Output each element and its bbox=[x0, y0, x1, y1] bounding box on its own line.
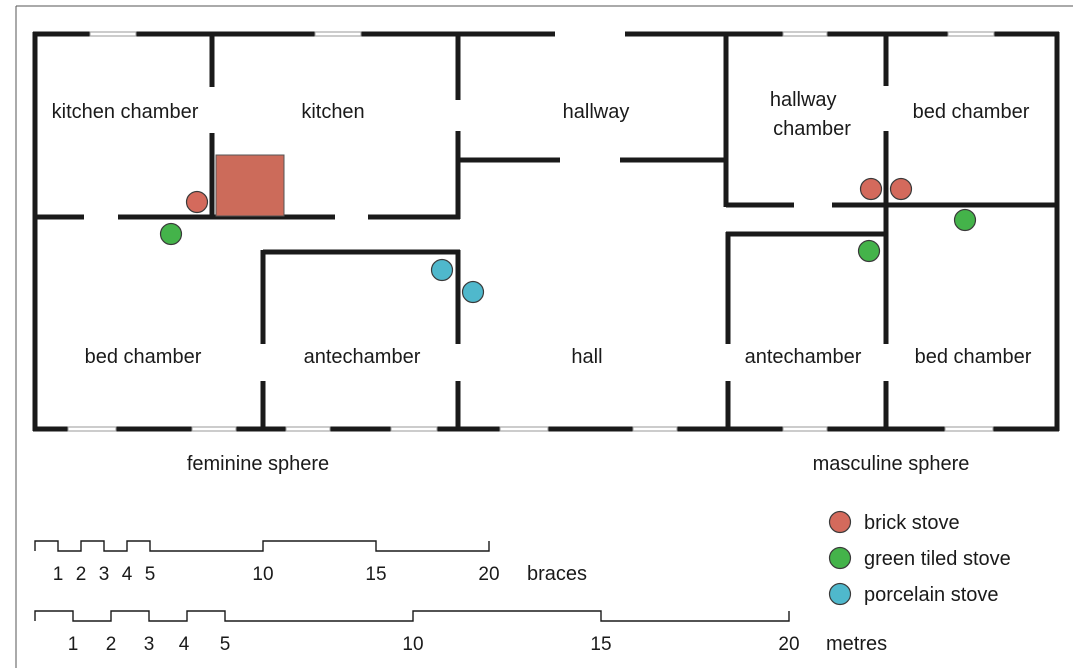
metres-tick-15: 15 bbox=[590, 634, 611, 655]
metres-tick-10: 10 bbox=[402, 634, 423, 655]
braces-tick-5: 5 bbox=[145, 564, 156, 585]
brick-stove-bed-chamber bbox=[889, 177, 913, 201]
legend-porcelain-stove-swatch bbox=[828, 582, 852, 606]
stoves bbox=[159, 177, 977, 304]
braces-tick-1: 1 bbox=[53, 564, 64, 585]
braces-tick-10: 10 bbox=[252, 564, 273, 585]
room-bed-chamber-sw: bed chamber bbox=[85, 346, 202, 368]
kitchen-hearth bbox=[215, 154, 285, 217]
braces-tick-4: 4 bbox=[122, 564, 133, 585]
room-hallway-chamber: hallway chamber bbox=[770, 89, 851, 140]
green-stove-bed-chamber-sw bbox=[159, 222, 183, 246]
metres-unit-label: metres bbox=[826, 633, 887, 655]
room-hallway-chamber-line-2: chamber bbox=[773, 118, 851, 140]
brick-stove-hallway-chamber bbox=[859, 177, 883, 201]
room-hallway: hallway bbox=[563, 101, 630, 123]
legend-green-tiled-stove-swatch bbox=[828, 546, 852, 570]
room-bed-chamber-se: bed chamber bbox=[915, 346, 1032, 368]
masculine-sphere-label: masculine sphere bbox=[813, 453, 970, 475]
porcelain-stove-hall bbox=[461, 280, 485, 304]
windows bbox=[67, 31, 995, 432]
braces-tick-2: 2 bbox=[76, 564, 87, 585]
braces-tick-20: 20 bbox=[478, 564, 499, 585]
room-labels: kitchen chamber kitchen hallway hallway … bbox=[52, 89, 1032, 368]
room-hall: hall bbox=[571, 346, 602, 368]
metres-tick-4: 4 bbox=[179, 634, 190, 655]
metres-tick-2: 2 bbox=[106, 634, 117, 655]
legend-brick-stove-swatch bbox=[828, 510, 852, 534]
room-hallway-chamber-line-1: hallway bbox=[770, 89, 837, 111]
metres-tick-3: 3 bbox=[144, 634, 155, 655]
braces-unit-label: braces bbox=[527, 563, 587, 585]
room-bed-chamber-ne: bed chamber bbox=[913, 101, 1030, 123]
green-stove-antechamber-e bbox=[857, 239, 881, 263]
legend-green-tiled-stove-label: green tiled stove bbox=[864, 548, 1011, 570]
interior-walls bbox=[35, 34, 1057, 429]
metres-tick-1: 1 bbox=[68, 634, 79, 655]
scale-bar-metres: 1 2 3 4 5 10 15 20 metres bbox=[34, 610, 887, 655]
braces-tick-3: 3 bbox=[99, 564, 110, 585]
legend-brick-stove-label: brick stove bbox=[864, 512, 960, 534]
metres-tick-20: 20 bbox=[778, 634, 799, 655]
room-antechamber-w: antechamber bbox=[304, 346, 421, 368]
braces-tick-15: 15 bbox=[365, 564, 386, 585]
room-kitchen: kitchen bbox=[301, 101, 364, 123]
outer-walls bbox=[32, 31, 1060, 432]
room-kitchen-chamber: kitchen chamber bbox=[52, 101, 199, 123]
scale-bar-braces: 1 2 3 4 5 10 15 20 braces bbox=[34, 540, 587, 585]
room-antechamber-e: antechamber bbox=[745, 346, 862, 368]
green-stove-bed-chamber-ne bbox=[953, 208, 977, 232]
brick-stove-kitchen bbox=[185, 190, 209, 214]
feminine-sphere-label: feminine sphere bbox=[187, 453, 329, 475]
legend-porcelain-stove-label: porcelain stove bbox=[864, 584, 999, 606]
porcelain-stove-antechamber bbox=[430, 258, 454, 282]
metres-tick-5: 5 bbox=[220, 634, 231, 655]
legend: brick stove green tiled stove porcelain … bbox=[828, 510, 1011, 606]
